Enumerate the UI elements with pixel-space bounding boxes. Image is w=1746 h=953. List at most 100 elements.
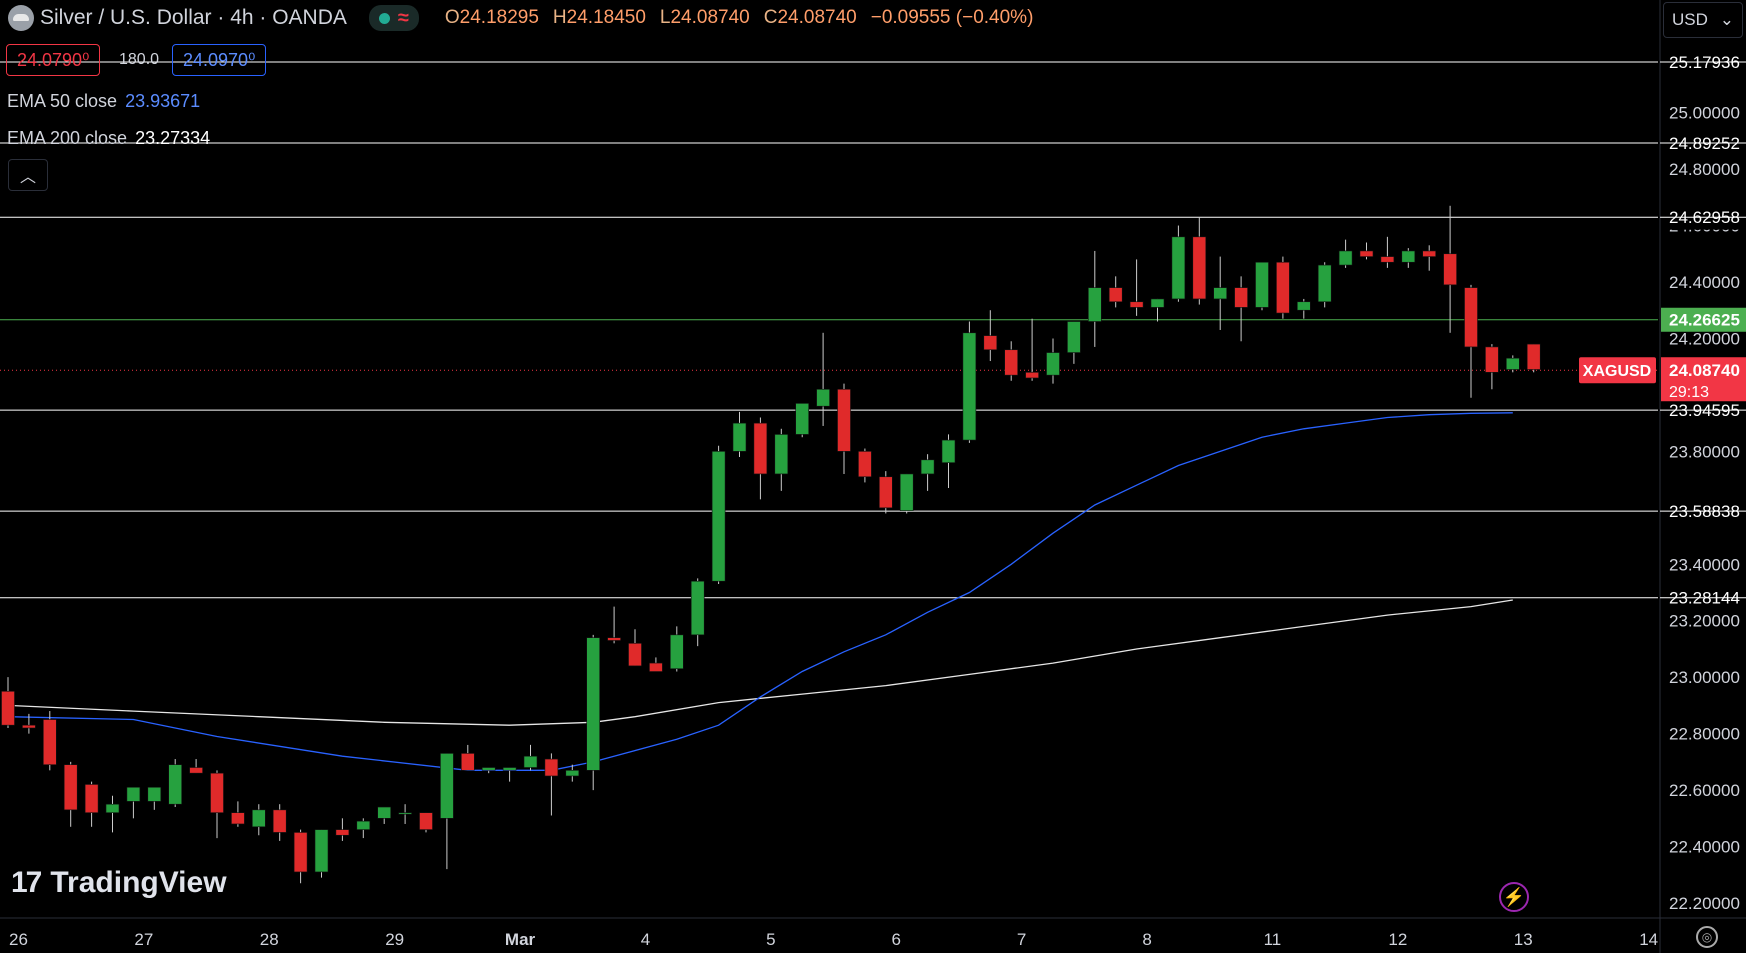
candle (523, 744, 538, 771)
candle-body (983, 335, 998, 351)
candle-body (1150, 298, 1165, 308)
candle (1276, 256, 1290, 319)
ema50-legend[interactable]: EMA 50 close 23.93671 (7, 91, 200, 112)
candle-body (1171, 236, 1186, 300)
lightning-icon[interactable]: ⚡ (1499, 882, 1529, 912)
candle-body (1255, 261, 1269, 308)
y-tick-label: 25.00000 (1669, 104, 1740, 123)
sell-button[interactable]: 24.0790⁰ (6, 44, 101, 76)
buy-button[interactable]: 24.0970⁰ (172, 44, 267, 76)
candle-body (1506, 357, 1520, 370)
candle (983, 310, 998, 362)
y-tick-label: 22.40000 (1669, 838, 1740, 857)
market-open-dot-icon (378, 12, 390, 24)
candle (84, 781, 99, 827)
candle-body (147, 786, 162, 802)
candle (481, 767, 496, 774)
low-label: L (659, 7, 671, 28)
candle (732, 411, 747, 458)
level-label: 24.89252 (1669, 134, 1740, 153)
candle (1108, 276, 1123, 308)
candle-body (565, 770, 580, 777)
low-value: 24.08740 (670, 7, 750, 28)
candle-body (1297, 301, 1311, 311)
candle (1067, 321, 1081, 364)
candle (377, 806, 392, 824)
candle-body (293, 832, 308, 873)
candle-body (732, 422, 747, 452)
candle (586, 634, 601, 791)
candle (252, 804, 266, 836)
candle-body (711, 451, 726, 582)
candle (1046, 338, 1060, 384)
symbol-tag-label: XAGUSD (1583, 363, 1651, 380)
collapse-legend-button[interactable]: ︿ (8, 159, 48, 191)
candle (1485, 344, 1499, 390)
candle-body (1485, 346, 1499, 373)
candle (1025, 318, 1039, 381)
candle (126, 786, 141, 819)
x-tick-label: 27 (134, 930, 153, 949)
candle-body (899, 473, 914, 511)
y-tick-label: 23.00000 (1669, 668, 1740, 687)
candle-body (607, 637, 621, 641)
ohlc-readout: O24.18295 H24.18450 L24.08740 C24.08740 … (445, 7, 1034, 29)
settings-icon[interactable]: ◎ (1696, 926, 1718, 948)
candle-body (210, 772, 224, 813)
candle (335, 818, 350, 841)
candle (899, 473, 914, 514)
candle-body (753, 422, 768, 475)
candle (502, 767, 517, 782)
candle (837, 383, 851, 474)
candle-body (1443, 253, 1457, 286)
candle (920, 454, 935, 491)
candle (168, 759, 182, 808)
candle-body (440, 753, 454, 819)
market-status-pill[interactable]: ≈ (368, 5, 419, 31)
candle (1255, 261, 1269, 311)
wave-icon: ≈ (397, 6, 409, 29)
candle (1088, 250, 1102, 347)
x-tick-label: 12 (1388, 930, 1407, 949)
candle (231, 801, 245, 827)
candle-body (377, 806, 392, 819)
x-tick-label: Mar (505, 930, 536, 949)
x-tick-label: 11 (1264, 930, 1282, 949)
candle (753, 417, 768, 500)
candle-body (460, 753, 475, 771)
candle (1338, 239, 1353, 268)
x-tick-label: 7 (1017, 930, 1026, 949)
candle (460, 744, 475, 771)
level-label: 23.58838 (1669, 502, 1740, 521)
currency-select[interactable]: USD ⌄ (1663, 2, 1743, 38)
tradingview-logo: 17 TradingView (11, 866, 227, 900)
candle-body (1025, 372, 1039, 379)
candle-body (105, 803, 120, 813)
candle (189, 759, 203, 774)
candle (774, 428, 789, 491)
candle-body (1, 690, 15, 726)
candle (649, 657, 663, 672)
candle-body (1317, 264, 1332, 303)
candle-body (1464, 287, 1478, 348)
candle (607, 606, 621, 644)
ema200-line (7, 599, 1513, 726)
candle (1317, 262, 1332, 308)
x-tick-label: 8 (1142, 930, 1151, 949)
level-label: 24.62958 (1669, 208, 1740, 227)
candle-body (649, 662, 663, 672)
candle-body (795, 403, 810, 435)
candle-body (1088, 287, 1102, 322)
logo-mark: 17 (11, 866, 42, 899)
y-tick-label: 24.20000 (1669, 329, 1740, 348)
candle (711, 445, 726, 585)
ema200-label: EMA 200 close (7, 128, 128, 148)
candle-body (84, 784, 99, 813)
candle-body (481, 767, 496, 771)
candle-body (1004, 349, 1019, 376)
ema200-legend[interactable]: EMA 200 close 23.27334 (7, 128, 210, 149)
symbol-title[interactable]: Silver / U.S. Dollar · 4h · OANDA (40, 6, 347, 29)
candle (419, 812, 433, 833)
candle-body (272, 809, 287, 833)
